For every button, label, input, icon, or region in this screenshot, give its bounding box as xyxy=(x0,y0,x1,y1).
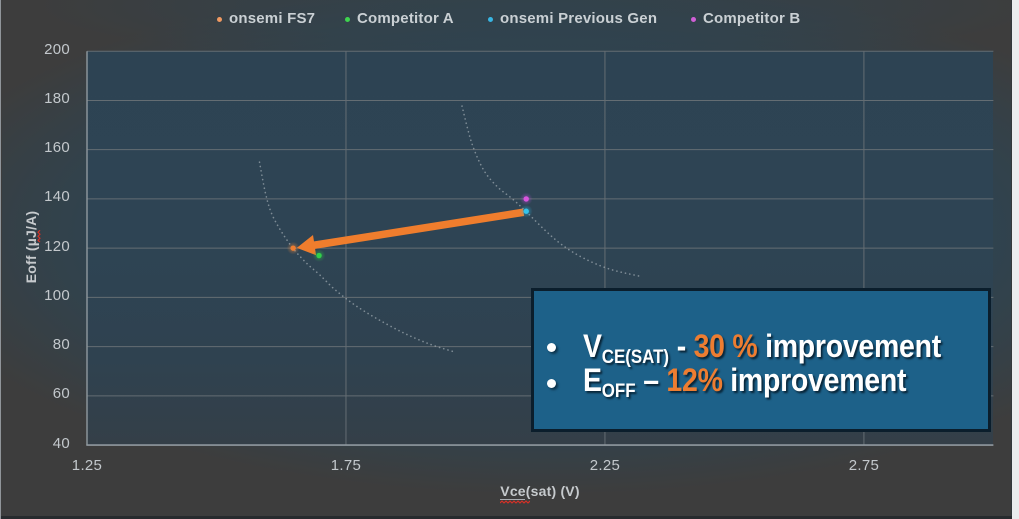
callout-subscript: CE(SAT) xyxy=(601,347,670,368)
legend-marker-dot xyxy=(345,16,350,22)
legend-item-competitor-a[interactable]: Competitor A xyxy=(345,10,454,28)
callout-symbol: V xyxy=(583,328,602,364)
data-point-onsemi-fs7[interactable] xyxy=(290,245,296,251)
callout-rest: improvement xyxy=(757,328,941,364)
trade-off-curve-left[interactable] xyxy=(258,161,456,353)
callout-separator: – xyxy=(635,362,667,398)
slide-right-edge xyxy=(1011,0,1012,519)
callout-box[interactable]: VCE(SAT) - 30 % improvement EOFF – 12% i… xyxy=(531,288,991,432)
slide-left-edge xyxy=(0,0,1,519)
data-point-competitor-b[interactable] xyxy=(523,196,529,202)
callout-symbol: E xyxy=(583,362,602,398)
y-tick-label: 200 xyxy=(44,40,70,58)
legend-label: onsemi Previous Gen xyxy=(500,10,658,27)
x-tick-label: 1.75 xyxy=(330,457,362,474)
spellcheck-squiggle-icon xyxy=(500,500,531,504)
callout-value: 30 % xyxy=(693,328,758,364)
legend-marker-dot xyxy=(691,16,696,22)
bullet-dot xyxy=(547,379,556,388)
legend-item-competitor-b[interactable]: Competitor B xyxy=(691,10,800,28)
legend-label: onsemi FS7 xyxy=(229,10,316,27)
x-axis-title-flagged: Vce xyxy=(500,483,531,504)
x-tick-label: 1.25 xyxy=(71,457,103,474)
callout-subscript: OFF xyxy=(601,381,636,402)
x-axis-title-text: Vce xyxy=(500,483,526,499)
legend-label: Competitor B xyxy=(703,10,801,27)
bullet-dot xyxy=(547,343,556,352)
y-tick-label: 80 xyxy=(52,336,70,354)
legend-item-onsemi-previous-gen[interactable]: onsemi Previous Gen xyxy=(488,10,657,28)
callout-separator: - xyxy=(669,328,694,364)
y-tick-label: 60 xyxy=(52,385,70,403)
legend-label: Competitor A xyxy=(357,10,454,27)
spellcheck-squiggle-icon xyxy=(37,229,41,243)
legend-marker-dot xyxy=(488,16,493,22)
y-tick-label: 120 xyxy=(44,237,70,255)
y-axis-title-rest: /A) xyxy=(23,210,39,231)
y-axis-title-rotated-text: Eoff (µJ/A) xyxy=(23,210,41,284)
legend-item-onsemi-fs7[interactable]: onsemi FS7 xyxy=(217,10,315,28)
x-tick-label: 2.25 xyxy=(589,457,621,474)
callout-text: VCE(SAT) - 30 % improvement xyxy=(583,329,941,375)
slide-bottom-edge xyxy=(1,516,1012,519)
callout-rest: improvement xyxy=(722,362,907,398)
y-tick-label: 160 xyxy=(44,139,70,157)
legend-marker-dot xyxy=(217,16,222,22)
data-point-onsemi-previous-gen[interactable] xyxy=(523,208,529,214)
x-tick-label: 2.75 xyxy=(848,457,880,474)
underline xyxy=(500,499,525,500)
y-tick-label: 140 xyxy=(44,188,70,206)
chart-legend: onsemi FS7 Competitor A onsemi Previous … xyxy=(0,0,1019,34)
y-tick-label: 180 xyxy=(44,89,70,107)
x-axis-title-rest: (sat) (V) xyxy=(525,483,580,499)
x-axis-title[interactable]: Vce (sat) (V) xyxy=(440,483,640,504)
y-axis-title-flagged: (µJ xyxy=(23,229,41,251)
y-tick-label: 40 xyxy=(52,434,70,452)
callout-text: EOFF – 12% improvement xyxy=(583,363,906,409)
y-tick-label: 100 xyxy=(44,286,70,304)
callout-value: 12% xyxy=(666,362,723,398)
trade-off-curve-right[interactable] xyxy=(461,105,641,277)
app-canvas-margin xyxy=(1012,0,1019,519)
y-axis-title-text: Eoff xyxy=(23,251,39,284)
improvement-arrow[interactable] xyxy=(296,208,525,256)
data-point-competitor-a[interactable] xyxy=(316,252,322,259)
